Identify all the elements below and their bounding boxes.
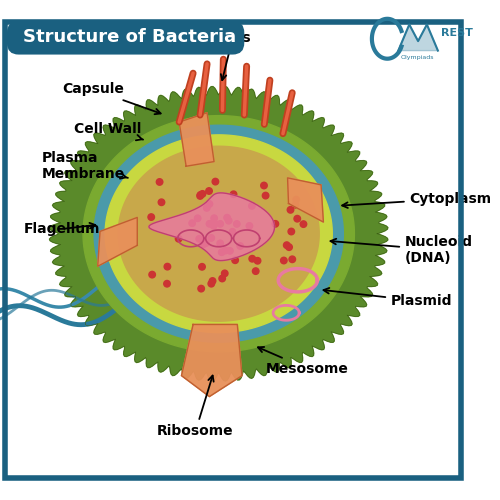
Circle shape [222, 248, 228, 254]
Circle shape [208, 234, 214, 241]
Text: Pilus: Pilus [214, 32, 252, 80]
Circle shape [286, 244, 292, 250]
Circle shape [211, 215, 218, 222]
Circle shape [206, 188, 212, 194]
Circle shape [272, 220, 278, 227]
Circle shape [204, 204, 210, 211]
Circle shape [226, 248, 233, 254]
Circle shape [230, 191, 237, 198]
Polygon shape [94, 125, 344, 342]
Circle shape [289, 256, 296, 262]
Circle shape [293, 196, 300, 203]
Circle shape [158, 199, 164, 205]
Text: Plasmid: Plasmid [324, 288, 452, 308]
Polygon shape [50, 86, 388, 381]
Circle shape [218, 249, 225, 256]
Circle shape [206, 220, 212, 227]
Polygon shape [398, 24, 438, 50]
Circle shape [189, 220, 196, 226]
Circle shape [203, 240, 209, 246]
Text: Plasma
Membrane: Plasma Membrane [42, 151, 128, 182]
Circle shape [176, 236, 182, 242]
Circle shape [288, 228, 294, 235]
Circle shape [284, 242, 290, 248]
Circle shape [292, 202, 299, 208]
Circle shape [249, 256, 256, 262]
Polygon shape [288, 178, 324, 222]
Polygon shape [179, 112, 214, 166]
Circle shape [248, 202, 255, 209]
Circle shape [300, 221, 306, 228]
Circle shape [149, 272, 156, 278]
FancyBboxPatch shape [7, 21, 244, 54]
Polygon shape [105, 135, 332, 332]
Circle shape [210, 222, 217, 229]
Polygon shape [149, 193, 274, 260]
Circle shape [148, 214, 154, 220]
Text: Cytoplasm: Cytoplasm [342, 192, 492, 208]
Circle shape [260, 182, 267, 189]
Circle shape [200, 241, 207, 248]
Circle shape [229, 228, 236, 235]
Text: Olympiads: Olympiads [400, 55, 434, 60]
Circle shape [197, 192, 204, 198]
Circle shape [254, 258, 261, 264]
Circle shape [237, 242, 244, 249]
Circle shape [197, 192, 203, 199]
Circle shape [252, 268, 259, 274]
Circle shape [280, 258, 287, 264]
Circle shape [262, 192, 269, 199]
Circle shape [294, 216, 300, 222]
Circle shape [212, 178, 218, 185]
Text: Cell Wall: Cell Wall [74, 122, 143, 141]
Polygon shape [83, 116, 354, 352]
Circle shape [198, 286, 204, 292]
Text: REST: REST [441, 28, 473, 38]
Text: Nucleoid
(DNA): Nucleoid (DNA) [330, 235, 473, 265]
Text: Flagellum: Flagellum [24, 222, 100, 236]
Polygon shape [182, 324, 242, 396]
Text: Capsule: Capsule [62, 82, 160, 114]
Text: Structure of Bacteria: Structure of Bacteria [24, 28, 236, 46]
Circle shape [211, 220, 218, 226]
Polygon shape [98, 218, 138, 266]
Circle shape [156, 178, 163, 185]
Polygon shape [118, 146, 319, 321]
Circle shape [219, 275, 226, 282]
Circle shape [199, 264, 205, 270]
Circle shape [224, 214, 230, 221]
Circle shape [194, 215, 201, 222]
Circle shape [217, 220, 224, 227]
Circle shape [217, 240, 224, 246]
Circle shape [196, 236, 202, 242]
Circle shape [199, 190, 205, 197]
Circle shape [164, 264, 170, 270]
Text: Mesosome: Mesosome [258, 347, 348, 376]
Circle shape [234, 220, 240, 227]
Circle shape [246, 222, 252, 229]
Circle shape [287, 206, 294, 213]
Circle shape [222, 270, 228, 276]
Circle shape [226, 218, 232, 224]
Circle shape [208, 280, 214, 287]
Text: Ribosome: Ribosome [157, 376, 234, 438]
Circle shape [164, 280, 170, 287]
Circle shape [210, 278, 216, 284]
Circle shape [206, 200, 212, 207]
Circle shape [232, 257, 238, 264]
